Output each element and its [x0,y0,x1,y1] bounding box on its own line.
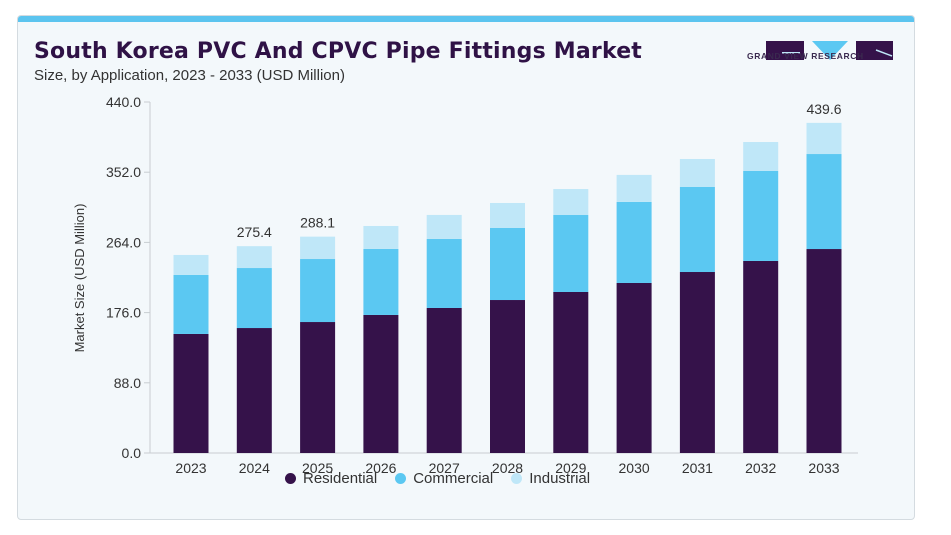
x-tick-label: 2027 [429,460,460,476]
bar-segment-industrial-2029[interactable] [553,189,589,216]
bar-total-label: 288.1 [300,215,335,231]
bar-segment-industrial-2028[interactable] [490,202,525,229]
bar-segment-commercial-2033[interactable] [806,154,842,250]
bar-segment-industrial-2024[interactable] [236,246,272,269]
chart-subtitle: Size, by Application, 2023 - 2033 (USD M… [34,67,345,84]
legend-label: Commercial [413,470,494,487]
x-tick-label: 2030 [619,460,650,476]
y-tick-label: 176.0 [106,305,141,321]
bar-segment-residential-2030[interactable] [616,282,652,453]
bar-segment-residential-2024[interactable] [236,328,272,453]
bar-segment-residential-2027[interactable] [426,307,462,453]
grand-view-research-logo-icon [766,41,893,60]
x-tick-label: 2029 [555,460,586,476]
y-tick-label: 0.0 [122,445,142,461]
bar-segment-commercial-2028[interactable] [490,228,525,301]
y-tick-label: 352.0 [106,164,141,180]
bar-segment-commercial-2031[interactable] [679,186,715,273]
legend-swatch-commercial [395,473,407,484]
legend-label: Residential [303,470,378,487]
y-tick-label: 264.0 [106,234,141,250]
bar-segment-residential-2025[interactable] [300,322,336,453]
bar-segment-residential-2029[interactable] [553,291,589,453]
legend-item-residential[interactable]: Residential [285,470,377,487]
legend-item-commercial[interactable]: Commercial [395,470,493,487]
y-tick-label: 88.0 [114,375,141,391]
y-axis-label: Market Size (USD Million) [72,204,87,353]
bar-segment-residential-2031[interactable] [679,272,715,453]
x-tick-label: 2028 [492,460,523,476]
bar-segment-commercial-2023[interactable] [173,274,209,334]
x-tick-label: 2032 [745,460,776,476]
bar-total-label: 275.4 [237,224,272,240]
legend-swatch-industrial [511,473,523,484]
bar-segment-residential-2026[interactable] [363,314,399,453]
bar-total-label: 439.6 [806,101,841,117]
bar-segment-commercial-2027[interactable] [426,238,462,308]
bar-segment-commercial-2026[interactable] [363,248,399,315]
accent-bar [18,16,914,22]
x-tick-label: 2025 [302,460,333,476]
y-tick-label: 440.0 [106,94,141,110]
x-tick-label: 2026 [365,460,396,476]
bar-segment-industrial-2032[interactable] [743,142,779,171]
chart-title: South Korea PVC And CPVC Pipe Fittings M… [34,39,643,64]
bar-segment-industrial-2025[interactable] [300,236,336,260]
bar-segment-residential-2023[interactable] [173,333,209,453]
legend-swatch-residential [285,473,296,484]
bar-segment-commercial-2025[interactable] [300,259,336,323]
bar-segment-industrial-2027[interactable] [426,214,462,239]
bar-segment-commercial-2029[interactable] [553,215,589,292]
bar-segment-industrial-2031[interactable] [679,158,715,187]
bar-segment-residential-2033[interactable] [806,249,842,453]
x-tick-label: 2023 [175,460,206,476]
bar-segment-residential-2028[interactable] [490,300,525,453]
bar-segment-industrial-2030[interactable] [616,174,652,202]
bar-segment-industrial-2023[interactable] [173,254,209,275]
bar-segment-industrial-2026[interactable] [363,225,399,249]
bar-segment-commercial-2032[interactable] [743,170,779,261]
legend-label: Industrial [529,470,591,487]
bar-segment-residential-2032[interactable] [743,260,779,453]
x-tick-label: 2031 [682,460,713,476]
x-tick-label: 2033 [808,460,839,476]
bar-segment-commercial-2024[interactable] [236,268,272,329]
bar-segment-commercial-2030[interactable] [616,201,652,283]
legend-item-industrial[interactable]: Industrial [511,470,590,487]
legend: Residential Commercial Industrial [285,470,590,487]
x-tick-label: 2024 [239,460,270,476]
brand-name: GRAND VIEW RESEARCH [747,51,864,61]
bar-segment-industrial-2033[interactable] [806,122,842,155]
